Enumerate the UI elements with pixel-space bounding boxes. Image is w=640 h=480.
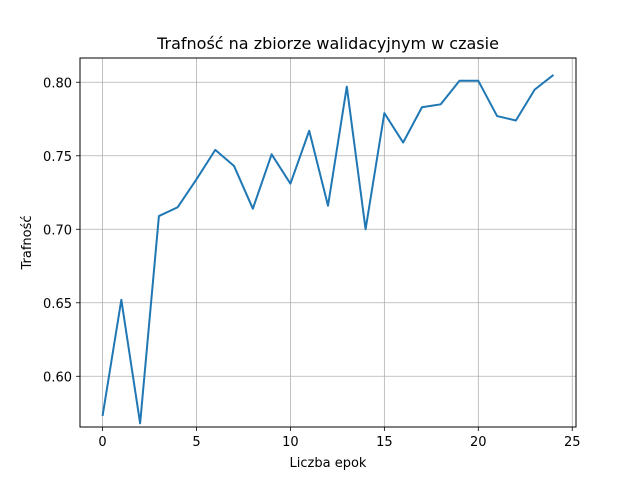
y-axis-label: Trafność <box>20 215 35 270</box>
grid-lines <box>80 58 576 427</box>
series-layer <box>101 74 555 425</box>
chart-title: Trafność na zbiorze walidacyjnym w czasi… <box>156 34 499 53</box>
x-tick-label: 15 <box>376 435 393 450</box>
y-tick-label: 0.60 <box>43 370 72 385</box>
y-tick-label: 0.80 <box>43 76 72 91</box>
x-tick-label: 5 <box>192 435 200 450</box>
y-tick-label: 0.75 <box>43 150 72 165</box>
x-axis-label: Liczba epok <box>290 456 367 471</box>
x-tick-label: 20 <box>470 435 487 450</box>
y-tick-label: 0.70 <box>43 223 72 238</box>
x-tick-label: 10 <box>282 435 299 450</box>
axis-ticks: 0 5 10 15 20 25 0.60 0.65 0.70 0.75 0.80 <box>43 76 580 450</box>
series-line <box>101 74 555 425</box>
plot-area-frame <box>79 57 577 428</box>
x-tick-label: 0 <box>98 435 106 450</box>
y-tick-label: 0.65 <box>43 297 72 312</box>
x-tick-label: 25 <box>564 435 581 450</box>
